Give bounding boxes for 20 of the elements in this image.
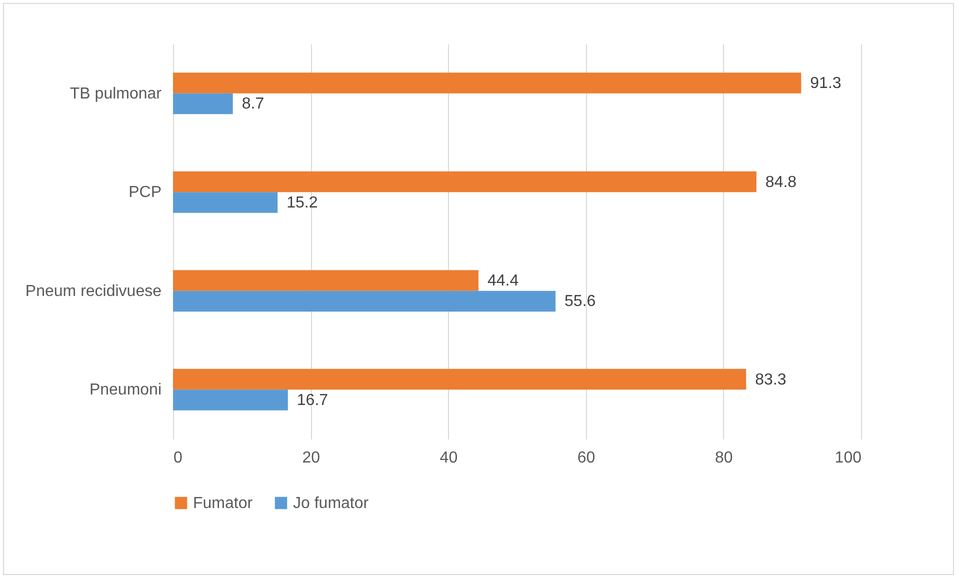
data-label: 44.4 bbox=[487, 272, 519, 290]
legend-label: Fumator bbox=[193, 495, 254, 512]
y-tick-label: PCP bbox=[128, 184, 162, 202]
data-label: 55.6 bbox=[564, 293, 596, 310]
x-tick-label: 60 bbox=[577, 450, 596, 466]
x-tick-label: 0 bbox=[174, 450, 182, 466]
legend-label: Jo fumator bbox=[293, 495, 370, 512]
y-tick-label: TB pulmonar bbox=[70, 85, 162, 102]
x-tick-label: 40 bbox=[440, 450, 458, 466]
y-tick-label: Pneum recidivuese bbox=[25, 282, 162, 300]
y-tick-label: Pneumoni bbox=[89, 382, 162, 399]
x-tick-label: 20 bbox=[302, 450, 320, 466]
data-label: 15.2 bbox=[286, 194, 318, 212]
data-label: 84.8 bbox=[765, 174, 797, 191]
x-tick-label: 80 bbox=[715, 450, 733, 466]
data-label: 91.3 bbox=[810, 75, 842, 92]
data-label: 8.7 bbox=[242, 96, 264, 113]
data-label: 16.7 bbox=[296, 392, 328, 409]
data-label: 83.3 bbox=[755, 371, 786, 388]
x-tick-label: 100 bbox=[834, 450, 862, 466]
